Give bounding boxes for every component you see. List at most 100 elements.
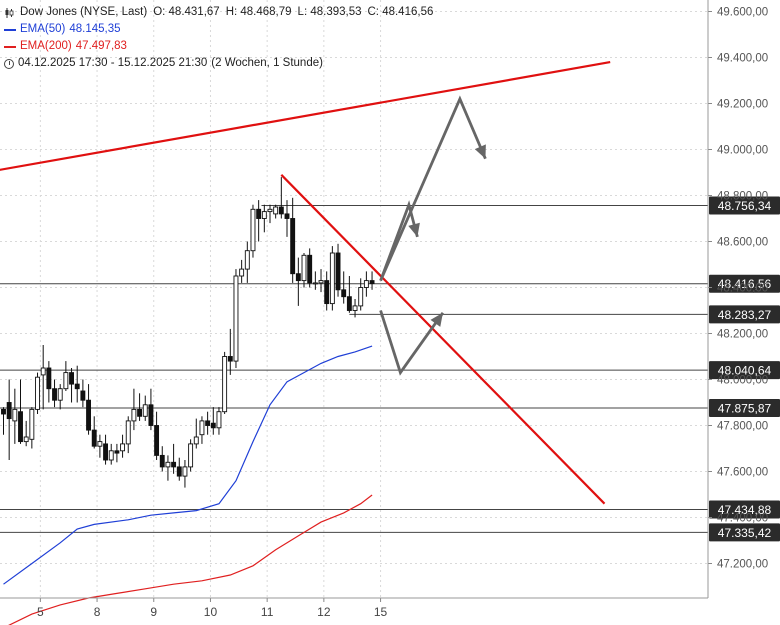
ema200-swatch [4, 45, 16, 48]
candle [18, 379, 23, 444]
candle-body-down [278, 206, 284, 215]
candle-body-up [318, 280, 324, 284]
candle [131, 388, 137, 431]
candles [1, 177, 375, 488]
horizontal-levels: 48.756,34 48.416,56 48.283,27 48.040,64 47.8… [0, 196, 780, 542]
axes: 49.600,00 49.400,00 49.200,00 49.000,00 48.8… [0, 0, 768, 619]
candle [346, 276, 352, 313]
candle-body-up [131, 408, 137, 422]
candle [137, 393, 143, 421]
candle-body-up [142, 404, 148, 417]
candle [80, 379, 86, 408]
candle-body-up [261, 211, 267, 219]
candle [318, 269, 324, 293]
candle-body-down [137, 408, 143, 417]
candle [227, 328, 233, 375]
candle [210, 407, 216, 435]
descending-trendline [280, 174, 606, 505]
candlestick-icon [5, 7, 14, 18]
candle-body-up [182, 466, 188, 477]
candle-body-down [80, 390, 86, 401]
candle [341, 271, 347, 304]
candle [273, 204, 279, 219]
level-tag-label: 47.335,42 [718, 526, 772, 540]
candle-body-down [227, 356, 233, 362]
candle-body-down [6, 402, 12, 420]
candle-body-down [335, 252, 341, 291]
candle-body-up [120, 443, 126, 452]
candle [188, 439, 194, 472]
y-tick-label: 48.000,00 [717, 375, 768, 387]
candle [329, 246, 335, 311]
arrow-path [379, 310, 445, 376]
candle [222, 351, 228, 414]
candle-body-down [210, 422, 216, 429]
level-tag-label: 48.756,34 [718, 199, 772, 213]
chart-legend: Dow Jones (NYSE, Last) O: 48.431,67 H: 4… [4, 4, 439, 72]
arrow-path [379, 95, 487, 282]
x-tick-label: 5 [37, 605, 44, 619]
upper-channel-line [0, 61, 611, 171]
candle [256, 200, 262, 242]
y-tick-label: 47.600,00 [717, 467, 768, 479]
candle [295, 257, 301, 306]
arrow-head [474, 144, 486, 159]
candle [171, 443, 177, 474]
candle-body-down [284, 213, 290, 219]
candle [182, 460, 188, 488]
candle-body-up [244, 250, 250, 270]
candle [46, 361, 52, 403]
candle-body-down [341, 289, 347, 298]
candle-body-down [114, 450, 120, 454]
candle-body-down [159, 454, 165, 468]
candle [97, 434, 103, 458]
y-tick-label: 49.200,00 [717, 99, 768, 111]
level-tag-label: 47.434,88 [718, 503, 772, 517]
level-tag [709, 305, 780, 324]
candle [369, 271, 375, 290]
ema50-label: EMA(50) [20, 23, 66, 35]
arrow-head [430, 312, 443, 327]
candle [312, 271, 318, 290]
candle-body-up [312, 282, 318, 285]
arrow-head [408, 222, 420, 237]
y-tick-label: 48.200,00 [717, 329, 768, 341]
candle [363, 271, 369, 297]
level-tag [709, 500, 780, 519]
candle-body-up [35, 376, 40, 410]
ema200-line [8, 494, 373, 625]
y-tick-label: 47.200,00 [717, 559, 768, 571]
level-tag-label: 47.875,87 [718, 402, 772, 416]
candle-body-up [233, 275, 239, 362]
candle-body-down [256, 208, 262, 219]
candle [335, 243, 341, 297]
y-tick-label: 48.400,00 [717, 283, 768, 295]
candle-body-up [301, 254, 307, 282]
candle-body-down [324, 280, 330, 305]
trendlines [0, 61, 611, 505]
instrument-row: Dow Jones (NYSE, Last) O: 48.431,67 H: 4… [4, 4, 439, 21]
y-tick-label: 48.600,00 [717, 237, 768, 249]
candle-body-up [273, 206, 279, 215]
candle-body-down [369, 280, 375, 285]
ema200-row: EMA(200) 47.497,83 [4, 38, 439, 55]
candle-body-down [171, 461, 177, 468]
y-tick-label: 49.600,00 [717, 7, 768, 19]
candle-body-down [176, 466, 182, 477]
x-tick-label: 8 [94, 605, 101, 619]
candle [35, 372, 40, 414]
candle [74, 365, 80, 403]
candle-body-down [346, 296, 352, 311]
candle [193, 418, 199, 449]
candle-body-down [18, 411, 23, 443]
low-value: L: 48.393,53 [297, 6, 362, 18]
candle-body-up [222, 356, 228, 413]
candle-body-up [12, 408, 18, 422]
level-tag [709, 523, 780, 542]
candle-body-up [352, 305, 358, 311]
candle [154, 411, 160, 460]
ema-lines [3, 345, 373, 625]
level-tag [709, 274, 780, 293]
y-tick-label: 49.000,00 [717, 145, 768, 157]
close-value: C: 48.416,56 [367, 6, 434, 18]
